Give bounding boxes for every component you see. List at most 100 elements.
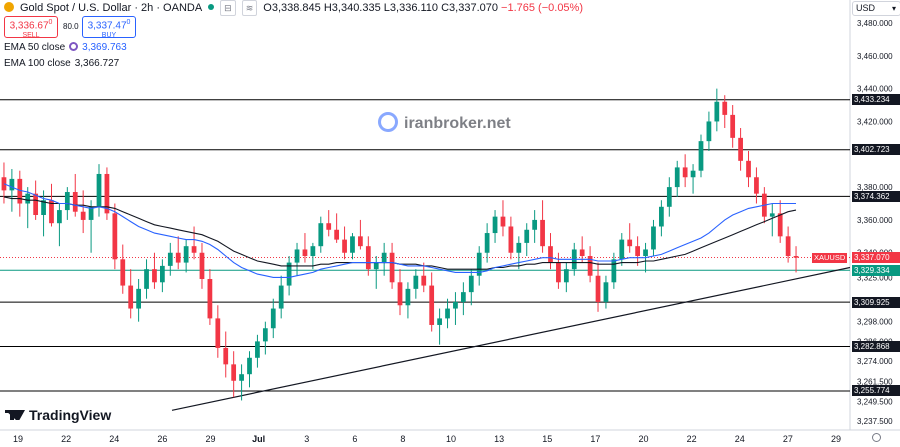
candle-body [603, 282, 609, 302]
support-price-tag: 3,329.334 [852, 264, 900, 276]
candle-body [64, 192, 70, 211]
candle-body [651, 226, 656, 250]
candle-body [635, 246, 640, 257]
indicator-badge[interactable]: ⊟ [220, 0, 236, 16]
buy-price-pip: 0 [126, 19, 131, 26]
candle-body [128, 285, 134, 309]
y-tick-label: 3,480.000 [857, 19, 893, 28]
candle-body [358, 236, 363, 247]
candle-body [199, 252, 205, 280]
candle-body [769, 213, 775, 217]
candle-body [579, 249, 585, 257]
candle-body [72, 192, 78, 212]
candle-body [659, 206, 664, 227]
x-tick-label: 22 [61, 434, 71, 444]
candle-body [294, 249, 300, 263]
level-price-tag: 3,402.723 [852, 144, 900, 156]
settings-gear-icon[interactable] [872, 433, 881, 442]
candle-body [49, 200, 54, 224]
open-label: O [263, 2, 272, 14]
candle-body [247, 357, 252, 375]
ema50-label: EMA 50 close [4, 42, 66, 53]
candle-body [286, 262, 292, 286]
candle-body [223, 347, 229, 365]
currency-selector[interactable]: USD ▾ [852, 1, 900, 16]
candle-body [112, 213, 118, 260]
candle-body [690, 170, 696, 178]
y-tick-label: 3,360.000 [857, 216, 893, 225]
candle-body [777, 213, 783, 237]
candle-body [33, 193, 39, 215]
ema100-label: EMA 100 close [4, 58, 71, 69]
candle-body [231, 364, 237, 381]
legend-ohlc-row: Gold Spot / U.S. Dollar · 2h · OANDA ⊟ ≋ O 3… [4, 0, 589, 16]
candle-body [9, 178, 15, 191]
y-tick-label: 3,274.000 [857, 357, 893, 366]
candle-body [674, 167, 680, 188]
candle-body [421, 275, 427, 286]
candle-body [41, 200, 46, 215]
compare-badge[interactable]: ≋ [241, 0, 258, 16]
candle-body [730, 114, 736, 138]
gold-coin-icon [4, 2, 14, 12]
x-tick-label: 17 [590, 434, 600, 444]
current-price-tag: 3,337.070 [852, 252, 900, 264]
level-price-tag: 3,309.925 [852, 296, 900, 308]
symbol-title[interactable]: Gold Spot / U.S. Dollar · 2h · OANDA [20, 2, 203, 14]
candle-body [183, 246, 189, 263]
x-tick-label: 20 [639, 434, 649, 444]
sell-label: SELL [22, 32, 40, 40]
candle-body [381, 252, 387, 263]
x-tick-label: 24 [109, 434, 119, 444]
ema50-line[interactable] [3, 183, 796, 278]
candle-body [437, 318, 442, 325]
trendline[interactable] [171, 266, 851, 411]
x-tick-label: 10 [446, 434, 456, 444]
candle-body [500, 216, 506, 227]
symbol-price-tag: XAUUSD [812, 252, 848, 263]
candle-body [167, 252, 173, 266]
x-tick-label: 29 [205, 434, 215, 444]
tradingview-logo[interactable]: TradingView [5, 407, 111, 423]
close-value: 3,337.070 [449, 2, 498, 14]
candle-body [397, 282, 403, 306]
x-tick-label: 26 [157, 434, 167, 444]
buy-button[interactable]: 3,337.470 BUY [82, 16, 136, 39]
ema50-settings-icon[interactable] [69, 42, 79, 51]
candle-body [152, 269, 157, 283]
y-tick-label: 3,298.000 [857, 318, 893, 327]
x-tick-label: 29 [831, 434, 841, 444]
candle-body [453, 301, 458, 309]
close-label: C [441, 2, 450, 14]
ema100-legend[interactable]: EMA 100 close 3,366.727 [4, 58, 119, 69]
candle-body [746, 160, 751, 178]
candle-body [619, 239, 625, 260]
candle-body [207, 279, 213, 319]
chevron-down-icon: ▾ [891, 4, 896, 13]
candle-body [120, 259, 126, 286]
candle-body [532, 219, 538, 230]
y-tick-label: 3,237.500 [857, 417, 893, 426]
candle-body [460, 292, 466, 302]
candle-body [278, 285, 284, 309]
candle-body [429, 285, 435, 325]
sell-button[interactable]: 3,336.670 SELL [4, 16, 58, 40]
candle-body [144, 269, 149, 289]
candle-body [524, 229, 530, 243]
x-tick-label: Jul [252, 434, 265, 444]
x-tick-label: 27 [783, 434, 793, 444]
buy-price: 3,337.47 [87, 20, 127, 32]
candle-body [548, 246, 553, 263]
x-tick-label: 24 [735, 434, 745, 444]
candle-body [389, 252, 395, 283]
candle-body [57, 210, 62, 224]
ema50-legend[interactable]: EMA 50 close 3,369.763 [4, 42, 127, 53]
candle-body [136, 288, 141, 309]
candle-body [262, 328, 268, 342]
candle-body [334, 229, 340, 240]
ema50-value: 3,369.763 [82, 42, 127, 53]
low-value: 3,336.110 [389, 2, 439, 14]
y-tick-label: 3,325.000 [857, 273, 893, 282]
candle-body [484, 233, 490, 253]
